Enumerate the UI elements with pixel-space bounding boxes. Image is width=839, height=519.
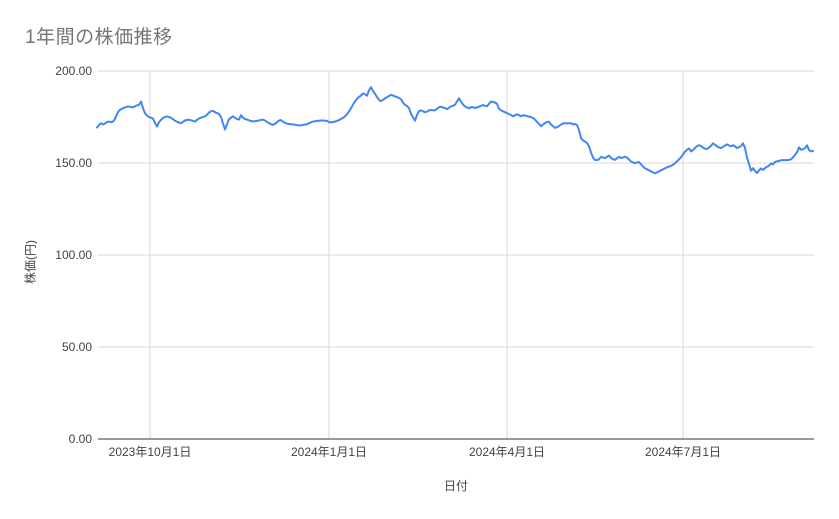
- y-tick-label: 50.00: [62, 340, 92, 354]
- x-tick-label: 2024年1月1日: [291, 445, 367, 459]
- x-tick-label: 2023年10月1日: [109, 445, 192, 459]
- x-axis-title: 日付: [443, 479, 468, 493]
- y-tick-label: 100.00: [55, 248, 92, 262]
- x-tick-label: 2024年4月1日: [469, 445, 545, 459]
- y-tick-label: 0.00: [69, 432, 93, 446]
- y-tick-label: 150.00: [55, 156, 92, 170]
- price-line-series: [96, 86, 814, 175]
- chart-title: 1年間の株価推移: [25, 27, 173, 48]
- y-tick-label: 200.00: [55, 64, 92, 78]
- x-tick-label: 2024年7月1日: [645, 445, 721, 459]
